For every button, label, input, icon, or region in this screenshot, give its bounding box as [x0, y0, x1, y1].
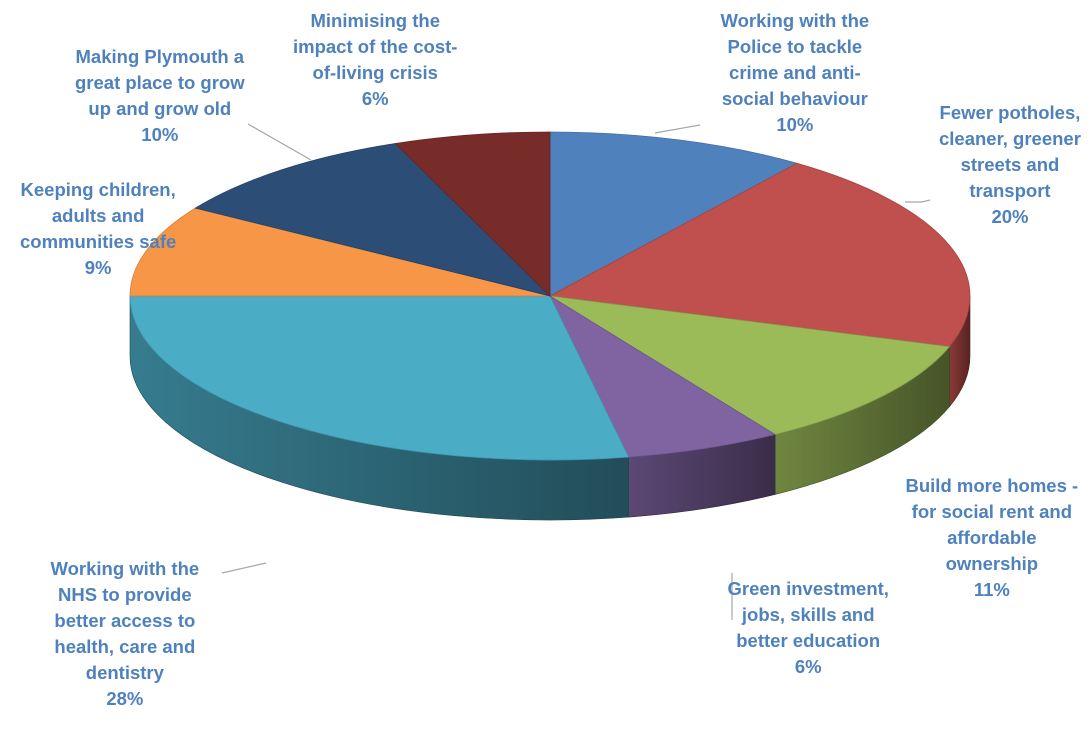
- slice-label-4: Working with the NHS to provide better acc…: [51, 556, 200, 712]
- slice-label-text: NHS to provide: [58, 584, 192, 605]
- slice-percent: 20%: [991, 206, 1029, 227]
- slice-percent: 10%: [776, 114, 814, 135]
- slice-percent: 10%: [141, 124, 179, 145]
- slice-percent: 28%: [106, 688, 144, 709]
- pie-slice-3: [549, 294, 777, 458]
- slice-label-5: Keeping children, adults and communities s…: [20, 177, 176, 281]
- slice-label-text: crime and anti-: [729, 62, 861, 83]
- pie-slice-7: [394, 131, 551, 297]
- slice-percent: 9%: [84, 257, 112, 278]
- slice-percent: 6%: [794, 656, 822, 677]
- slice-label-3: Green investment, jobs, skills and better …: [728, 576, 889, 680]
- pie-slice-6: [194, 143, 552, 297]
- slice-label-text: Keeping children,: [20, 179, 176, 200]
- slice-label-text: of-living crisis: [312, 62, 438, 83]
- slice-label-text: streets and: [960, 154, 1060, 175]
- slice-label-text: jobs, skills and: [741, 604, 875, 625]
- slice-label-text: Working with the: [50, 558, 200, 579]
- leader-lines: [221, 123, 931, 620]
- slice-label-text: better education: [736, 630, 881, 651]
- leader-line-6: [247, 123, 312, 161]
- slice-label-text: communities safe: [20, 231, 177, 252]
- pie-slice-4: [129, 295, 630, 461]
- slice-label-text: Build more homes -: [905, 475, 1079, 496]
- slice-label-text: Green investment,: [727, 578, 889, 599]
- slice-label-text: adults and: [51, 205, 145, 226]
- slice-label-text: cleaner, greener: [939, 128, 1081, 149]
- slice-label-text: Minimising the: [310, 10, 440, 31]
- pie-top-faces: [129, 131, 971, 461]
- slice-label-text: up and grow old: [88, 98, 232, 119]
- slice-label-text: impact of the cost-: [293, 36, 458, 57]
- slice-label-text: Police to tackle: [727, 36, 863, 57]
- slice-label-text: health, care and: [54, 636, 196, 657]
- slice-label-text: great place to grow: [75, 72, 245, 93]
- pie-slice-0: [549, 131, 798, 297]
- slice-percent: 11%: [973, 579, 1010, 600]
- slice-label-2: Build more homes - for social rent and aff…: [906, 473, 1079, 603]
- slice-label-7: Minimising the impact of the cost-of-livi…: [293, 8, 457, 112]
- leader-line-1: [905, 199, 931, 203]
- pie-slice-2: [549, 295, 951, 435]
- pie-side-walls: [129, 295, 971, 521]
- slice-label-text: for social rent and: [911, 501, 1073, 522]
- pie-slice-1: [548, 162, 971, 348]
- slice-label-6: Making Plymouth a great place to grow up a…: [75, 44, 245, 148]
- slice-label-text: ownership: [945, 553, 1039, 574]
- slice-label-text: Fewer potholes,: [939, 102, 1081, 123]
- slice-label-text: Working with the: [720, 10, 870, 31]
- slice-label-text: social behaviour: [721, 88, 868, 109]
- slice-label-1: Fewer potholes, cleaner, greener streets a…: [939, 100, 1081, 230]
- slice-label-text: affordable: [947, 527, 1037, 548]
- pie-slice-5: [129, 207, 551, 297]
- slice-percent: 6%: [361, 88, 389, 109]
- leader-line-0: [654, 124, 701, 134]
- slice-label-text: dentistry: [85, 662, 164, 683]
- slice-label-0: Working with the Police to tackle crime an…: [721, 8, 870, 138]
- slice-label-text: transport: [969, 180, 1051, 201]
- slice-label-text: better access to: [54, 610, 196, 631]
- leader-line-4: [221, 562, 267, 574]
- slice-label-text: Making Plymouth a: [75, 46, 245, 67]
